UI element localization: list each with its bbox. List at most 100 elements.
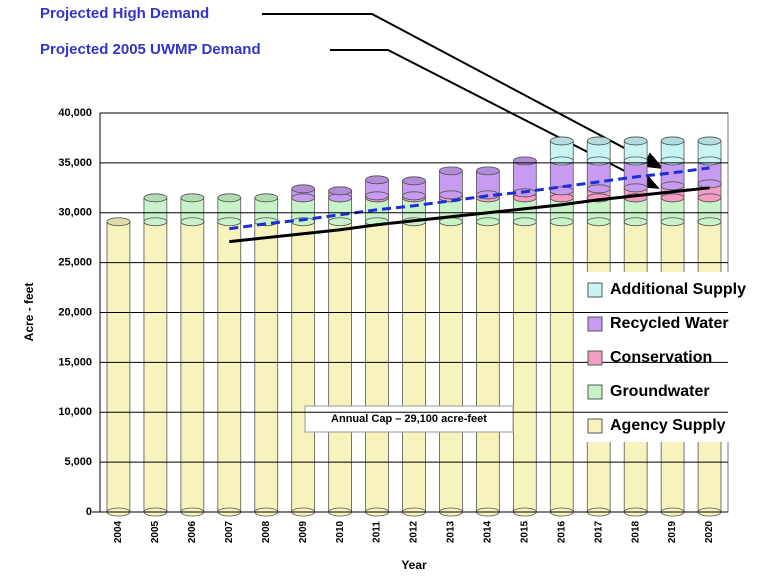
legend — [578, 272, 764, 442]
bar-segment — [217, 221, 242, 513]
segment-top — [106, 217, 131, 227]
x-tick-label: 2008 — [261, 520, 272, 543]
segment-top — [365, 175, 389, 185]
segment-bottom — [697, 217, 722, 227]
segment-top — [549, 136, 574, 146]
segment-bottom — [365, 191, 389, 201]
segment-top — [402, 176, 426, 186]
segment-bottom — [180, 217, 205, 227]
segment-bottom — [623, 217, 648, 227]
segment-bottom — [217, 217, 242, 227]
segment-bottom — [549, 217, 574, 227]
x-tick-label: 2010 — [335, 520, 346, 543]
bar-segment — [254, 221, 279, 513]
demand-line — [229, 186, 710, 244]
x-tick-label: 2006 — [187, 520, 198, 543]
segment-top — [476, 166, 500, 176]
legend-swatch — [587, 418, 603, 434]
segment-bottom — [660, 217, 685, 227]
line-label: Projected 2005 UWMP Demand — [40, 41, 261, 58]
segment-bottom — [402, 191, 426, 201]
legend-swatch — [587, 350, 603, 366]
legend-label: Conservation — [610, 349, 712, 366]
y-tick-label: 20,000 — [58, 306, 92, 318]
bar-segment — [180, 221, 205, 513]
x-tick-label: 2009 — [298, 520, 309, 543]
segment-bottom — [697, 156, 722, 166]
segment-bottom — [439, 190, 463, 200]
x-tick-label: 2014 — [483, 520, 494, 543]
segment-bottom — [586, 217, 611, 227]
legend-label: Additional Supply — [610, 281, 746, 298]
segment-top — [512, 156, 537, 166]
segment-bottom — [660, 193, 685, 203]
y-tick-label: 40,000 — [58, 107, 92, 119]
x-tick-label: 2013 — [446, 520, 457, 543]
segment-bottom — [549, 156, 574, 166]
x-tick-label: 2007 — [224, 520, 235, 543]
segment-bottom — [697, 179, 722, 189]
bar-segment — [512, 160, 537, 194]
segment-bottom — [586, 184, 611, 194]
y-tick-label: 10,000 — [58, 406, 92, 418]
segment-top — [254, 193, 279, 203]
legend-swatch — [587, 384, 603, 400]
bar-segment — [106, 221, 131, 513]
annotation: Annual Cap – 29,100 acre-feet — [331, 413, 487, 425]
segment-bottom — [660, 156, 685, 166]
x-tick-label: 2019 — [667, 520, 678, 543]
y-tick-label: 35,000 — [58, 157, 92, 169]
y-tick-label: 15,000 — [58, 356, 92, 368]
segment-top — [180, 193, 205, 203]
annotation-box — [304, 405, 514, 433]
segment-top — [328, 186, 352, 196]
x-tick-label: 2016 — [556, 520, 567, 543]
x-tick-label: 2018 — [630, 520, 641, 543]
demand-line — [229, 166, 710, 231]
x-tick-label: 2004 — [113, 520, 124, 543]
segment-top — [439, 166, 463, 176]
x-tick-label: 2005 — [150, 520, 161, 543]
bar-segment — [402, 221, 426, 513]
segment-bottom — [476, 217, 500, 227]
pointer-arrow — [262, 13, 664, 169]
x-tick-label: 2020 — [704, 520, 715, 543]
bar-segment — [365, 221, 389, 513]
x-tick-label: 2015 — [519, 520, 530, 543]
y-axis-title: Acre - feet — [22, 283, 36, 342]
legend-swatch — [587, 316, 603, 332]
y-tick-label: 25,000 — [58, 257, 92, 269]
bar-segment — [143, 221, 168, 513]
bar-segment — [291, 221, 316, 513]
segment-bottom — [660, 181, 685, 191]
y-tick-label: 30,000 — [58, 207, 92, 219]
bar-segment — [439, 221, 463, 513]
segment-bottom — [328, 217, 352, 227]
segment-bottom — [143, 217, 168, 227]
segment-top — [586, 136, 611, 146]
legend-label: Agency Supply — [610, 417, 726, 434]
segment-top — [291, 184, 316, 194]
segment-top — [623, 136, 648, 146]
legend-label: Groundwater — [610, 383, 710, 400]
segment-bottom — [623, 156, 648, 166]
x-axis-title: Year — [401, 558, 427, 572]
bar-segment — [512, 221, 537, 513]
line-label: Projected High Demand — [40, 5, 209, 22]
legend-label: Recycled Water — [610, 315, 729, 332]
segment-top — [143, 193, 168, 203]
segment-top — [697, 136, 722, 146]
segment-bottom — [512, 217, 537, 227]
y-tick-label: 5,000 — [64, 456, 92, 468]
y-tick-label: 0 — [86, 506, 92, 518]
segment-bottom — [697, 193, 722, 203]
segment-bottom — [586, 156, 611, 166]
x-tick-label: 2012 — [409, 520, 420, 543]
segment-top — [217, 193, 242, 203]
x-tick-label: 2011 — [372, 521, 383, 543]
segment-bottom — [291, 193, 316, 203]
bar-segment — [328, 221, 352, 513]
bar-segment — [549, 221, 574, 513]
segment-top — [660, 136, 685, 146]
